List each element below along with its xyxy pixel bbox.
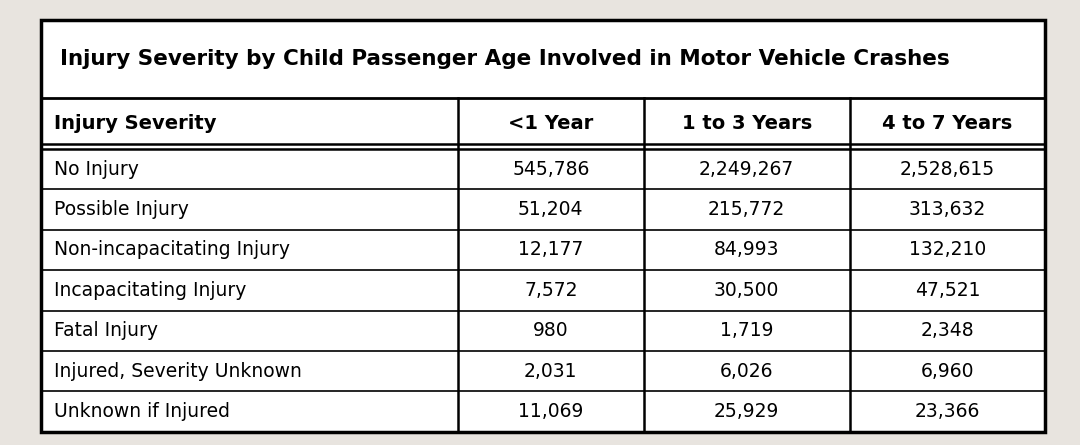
Text: 84,993: 84,993 bbox=[714, 240, 780, 259]
Text: Fatal Injury: Fatal Injury bbox=[54, 321, 158, 340]
Text: 30,500: 30,500 bbox=[714, 281, 780, 300]
Text: Injury Severity by Child Passenger Age Involved in Motor Vehicle Crashes: Injury Severity by Child Passenger Age I… bbox=[60, 49, 950, 69]
Text: 215,772: 215,772 bbox=[708, 200, 785, 219]
Text: 313,632: 313,632 bbox=[909, 200, 986, 219]
Text: 1,719: 1,719 bbox=[720, 321, 773, 340]
Text: 132,210: 132,210 bbox=[909, 240, 986, 259]
Text: Possible Injury: Possible Injury bbox=[54, 200, 189, 219]
Text: 2,249,267: 2,249,267 bbox=[699, 160, 794, 179]
Text: 2,348: 2,348 bbox=[920, 321, 974, 340]
Text: Injury Severity: Injury Severity bbox=[54, 114, 216, 133]
Text: 545,786: 545,786 bbox=[512, 160, 590, 179]
Text: <1 Year: <1 Year bbox=[509, 114, 593, 133]
Text: 12,177: 12,177 bbox=[518, 240, 583, 259]
Text: 980: 980 bbox=[532, 321, 568, 340]
Text: 4 to 7 Years: 4 to 7 Years bbox=[882, 114, 1013, 133]
Text: 25,929: 25,929 bbox=[714, 402, 780, 421]
Text: 23,366: 23,366 bbox=[915, 402, 981, 421]
Text: 2,031: 2,031 bbox=[524, 362, 578, 380]
Text: 6,960: 6,960 bbox=[921, 362, 974, 380]
Text: 7,572: 7,572 bbox=[524, 281, 578, 300]
Text: 11,069: 11,069 bbox=[518, 402, 583, 421]
Text: 1 to 3 Years: 1 to 3 Years bbox=[681, 114, 812, 133]
Text: Injured, Severity Unknown: Injured, Severity Unknown bbox=[54, 362, 302, 380]
Text: 47,521: 47,521 bbox=[915, 281, 981, 300]
Text: No Injury: No Injury bbox=[54, 160, 139, 179]
Text: Non-incapacitating Injury: Non-incapacitating Injury bbox=[54, 240, 291, 259]
Text: Incapacitating Injury: Incapacitating Injury bbox=[54, 281, 246, 300]
Text: 2,528,615: 2,528,615 bbox=[900, 160, 995, 179]
Text: 51,204: 51,204 bbox=[518, 200, 583, 219]
Text: 6,026: 6,026 bbox=[720, 362, 773, 380]
Text: Unknown if Injured: Unknown if Injured bbox=[54, 402, 230, 421]
